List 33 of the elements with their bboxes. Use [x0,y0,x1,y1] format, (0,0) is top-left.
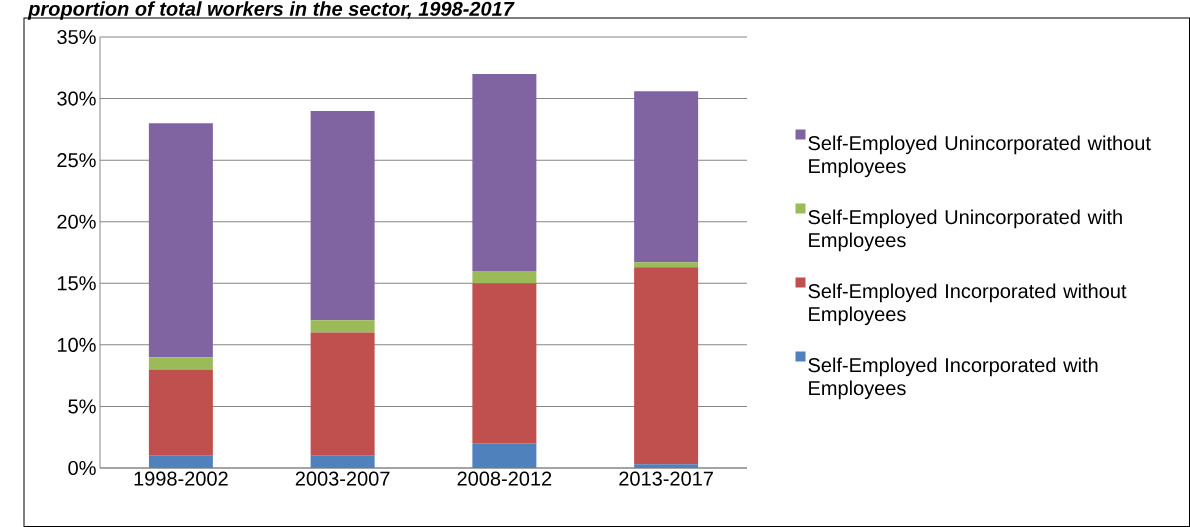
bar [472,270,537,284]
x-tick-label: 1998-2002 [134,471,228,486]
bar [148,455,213,468]
bar [472,443,537,468]
bar [472,283,537,444]
bar [634,262,699,268]
x-tick-label: 2013-2017 [619,471,713,486]
bar [634,267,699,465]
bar [310,110,375,321]
bar [148,357,213,370]
y-tick-label: 15% [57,276,96,291]
bar [310,455,375,468]
chart-title: proportion of total workers in the sector, 1998-2017 [27,1,515,20]
x-tick-label: 2008-2012 [457,471,552,486]
bar [634,91,699,263]
bar [148,123,213,358]
y-tick-label: 30% [57,91,96,106]
bar [472,73,537,271]
legend-label: Self-Employed Unincorporated without Employees [808,135,1151,178]
bar [634,464,699,468]
y-tick-label: 0% [68,460,96,476]
y-tick-label: 35% [57,29,96,45]
y-tick-label: 25% [57,153,96,168]
bar [148,369,213,456]
x-tick-label: 2003-2007 [295,471,390,486]
legend-label: Self-Employed Incorporated without Employees [808,283,1127,326]
bar [310,320,375,333]
y-tick-label: 20% [57,214,96,229]
y-tick-label: 10% [57,337,96,352]
y-tick-label: 5% [68,399,96,414]
legend-label: Self-Employed Unincorporated with Employees [808,209,1122,252]
legend-label: Self-Employed Incorporated with Employees [808,357,1098,400]
bar [310,332,375,456]
